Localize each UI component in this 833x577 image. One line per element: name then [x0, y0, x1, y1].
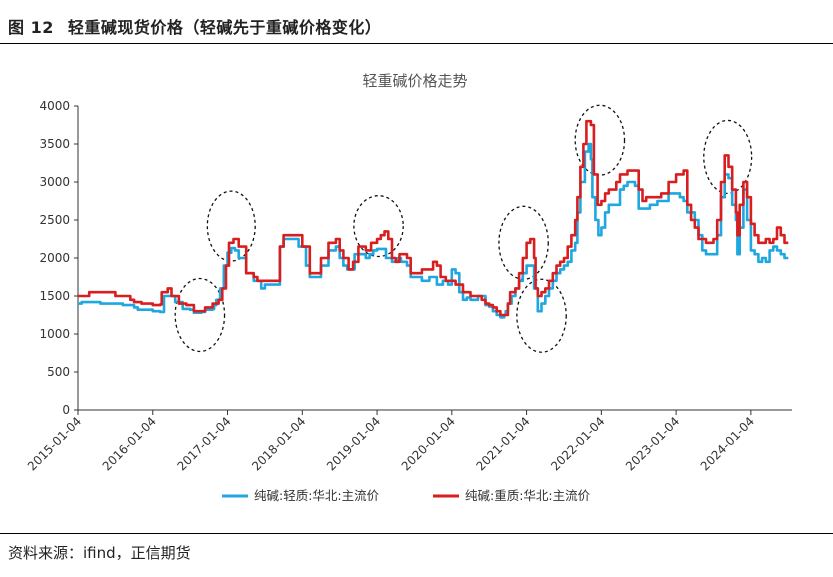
legend-label: 纯碱:重质:华北:主流价: [465, 488, 591, 503]
series-line-heavy-soda: [78, 119, 789, 317]
x-tick-label: 2022-01-04: [548, 414, 607, 473]
x-tick-label: 2017-01-04: [174, 414, 233, 473]
annotation-ellipse: [703, 119, 753, 195]
annotation-layer: [174, 104, 753, 353]
legend-label: 纯碱:轻质:华北:主流价: [254, 488, 380, 503]
annotation-ellipse: [353, 195, 404, 258]
x-tick-label: 2024-01-04: [698, 414, 757, 473]
bottom-rule: [0, 533, 833, 534]
x-tick-label: 2015-01-04: [25, 414, 84, 473]
x-tick-label: 2018-01-04: [249, 414, 308, 473]
x-tick-label: 2019-01-04: [324, 414, 383, 473]
y-tick-label: 2000: [39, 251, 70, 265]
series-layer: [78, 119, 789, 319]
top-rule: [0, 43, 833, 44]
y-tick-label: 500: [47, 365, 70, 379]
figure-caption: 轻重碱现货价格（轻碱先于重碱价格变化）: [67, 18, 382, 37]
y-tick-label: 1000: [39, 327, 70, 341]
legend: 纯碱:轻质:华北:主流价 纯碱:重质:华北:主流价: [222, 488, 591, 503]
figure-title: 图 12 轻重碱现货价格（轻碱先于重碱价格变化）: [8, 14, 381, 38]
y-tick-label: 3500: [39, 137, 70, 151]
axes: 0 500 1000 1500 2000 2500 3000 3500 4000 2015-01-…: [25, 99, 792, 473]
x-tick-label: 2023-01-04: [623, 414, 682, 473]
x-tick-label: 2020-01-04: [399, 414, 458, 473]
series-line-light-soda: [78, 142, 789, 319]
y-tick-label: 1500: [39, 289, 70, 303]
x-tick-label: 2016-01-04: [100, 414, 159, 473]
annotation-ellipse: [574, 104, 626, 176]
annotation-ellipse: [516, 278, 567, 353]
y-tick-label: 2500: [39, 213, 70, 227]
chart-title: 轻重碱价格走势: [362, 72, 467, 90]
figure-number: 图 12: [8, 18, 54, 37]
annotation-ellipse: [174, 277, 226, 353]
y-tick-label: 4000: [39, 99, 70, 113]
source-note: 资料来源：ifind，正信期货: [8, 544, 191, 562]
y-tick-label: 3000: [39, 175, 70, 189]
y-tick-label: 0: [62, 403, 70, 417]
x-tick-label: 2021-01-04: [473, 414, 532, 473]
annotation-ellipse: [206, 190, 256, 262]
